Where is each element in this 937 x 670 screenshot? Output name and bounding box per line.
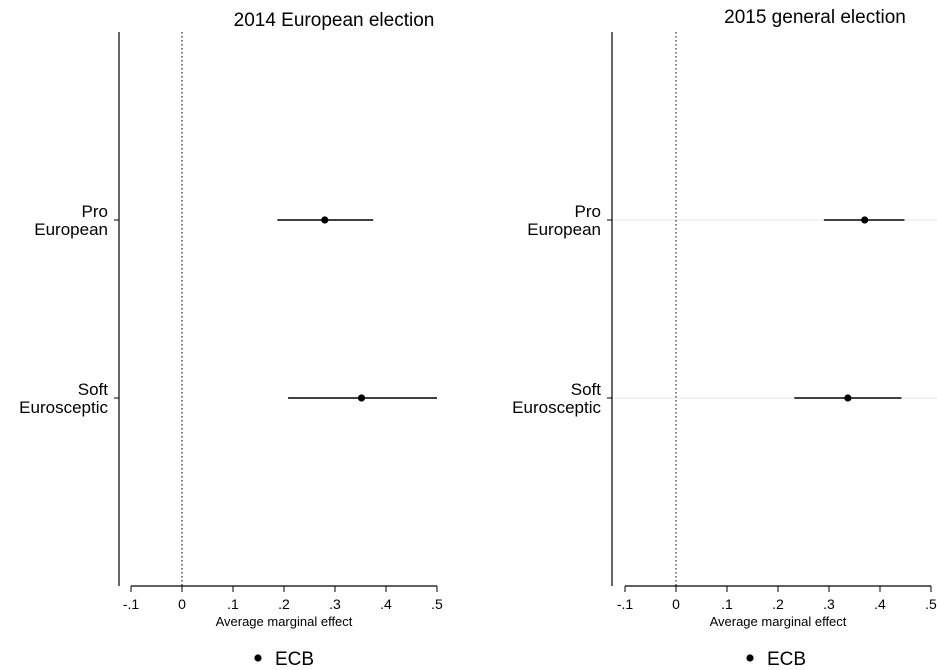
x-tick-label: 0 <box>672 596 680 612</box>
x-tick-label: .3 <box>329 596 341 612</box>
x-axis-label: Average marginal effect <box>710 614 847 629</box>
x-axis-label: Average marginal effect <box>216 614 353 629</box>
category-label: European <box>34 220 108 239</box>
panel-1: 2014 European election -.1 0 .1 .2 .3 .4 .5 Aver… <box>19 10 443 670</box>
x-tick-label: .4 <box>380 596 392 612</box>
x-tick-label: .5 <box>925 596 937 612</box>
category-label: Eurosceptic <box>19 398 108 417</box>
x-tick-label: .5 <box>431 596 443 612</box>
point-estimate <box>861 216 869 224</box>
point-estimate <box>321 216 329 224</box>
legend-marker <box>746 654 754 662</box>
category-label: European <box>527 220 601 239</box>
x-tick-label: .3 <box>823 596 835 612</box>
x-tick-label: .2 <box>278 596 290 612</box>
point-estimate <box>844 394 852 402</box>
legend: ECB <box>746 649 806 670</box>
x-tick-label: -.1 <box>123 596 140 612</box>
legend: ECB <box>254 649 314 670</box>
x-tick-label: 0 <box>178 596 186 612</box>
legend-label: ECB <box>275 649 314 670</box>
category-label: Soft <box>78 380 109 399</box>
legend-label: ECB <box>767 649 806 670</box>
x-tick-label: .1 <box>721 596 733 612</box>
category-label: Eurosceptic <box>512 398 601 417</box>
panel-2: 2015 general election -.1 0 .1 .2 .3 .4 .5 Avera… <box>512 7 937 670</box>
x-tick-label: .1 <box>227 596 239 612</box>
chart-title: 2014 European election <box>234 10 435 31</box>
x-tick-label: -.1 <box>617 596 634 612</box>
legend-marker <box>254 654 262 662</box>
x-tick-label: .2 <box>772 596 784 612</box>
x-tick-label: .4 <box>874 596 886 612</box>
point-estimate <box>357 394 366 402</box>
chart-title: 2015 general election <box>724 7 906 28</box>
category-label: Pro <box>575 202 601 221</box>
category-label: Soft <box>571 380 602 399</box>
category-label: Pro <box>82 202 108 221</box>
